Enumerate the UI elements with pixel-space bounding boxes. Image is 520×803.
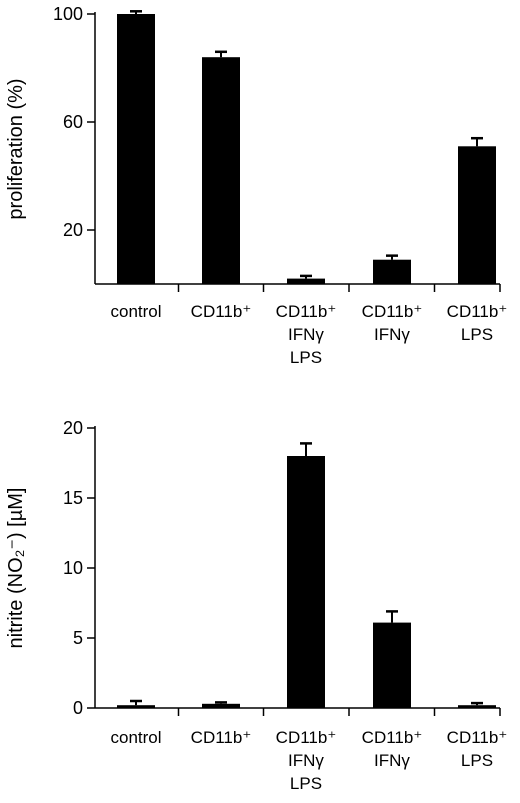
x-category-label: CD11b⁺ — [447, 728, 508, 747]
x-category-label: CD11b⁺ — [447, 302, 508, 321]
y-axis-label: nitrite (NO₂⁻) [µM] — [5, 488, 27, 649]
x-category-label: CD11b⁺ — [276, 302, 337, 321]
x-category-label: CD11b⁺ — [191, 728, 252, 747]
x-category-label: IFNγ — [288, 325, 324, 344]
bar — [373, 622, 411, 708]
x-category-label: CD11b⁺ — [362, 302, 423, 321]
y-tick-label: 5 — [73, 628, 83, 648]
proliferation-chart: 20 60 100 proliferation (%) control CD11b⁺ CD1… — [5, 4, 507, 367]
bar — [287, 456, 325, 708]
y-tick-label: 20 — [63, 220, 83, 240]
y-tick-label: 100 — [53, 4, 83, 24]
bar — [117, 705, 155, 708]
x-category-label: LPS — [290, 348, 322, 367]
x-category-label: CD11b⁺ — [276, 728, 337, 747]
x-category-label: LPS — [290, 774, 322, 793]
x-category-label: IFNγ — [374, 325, 410, 344]
bar — [202, 703, 240, 708]
bar — [458, 146, 496, 284]
x-category-label: CD11b⁺ — [191, 302, 252, 321]
bar — [287, 278, 325, 284]
nitrite-chart: 0 5 10 15 20 nitrite (NO₂⁻) [µM] control CD11b⁺… — [5, 418, 507, 793]
x-category-label: LPS — [461, 325, 493, 344]
bar — [117, 14, 155, 284]
y-tick-label: 20 — [63, 418, 83, 438]
bar — [202, 57, 240, 285]
y-axis-label: proliferation (%) — [5, 78, 27, 219]
y-tick-label: 60 — [63, 112, 83, 132]
y-tick-label: 0 — [73, 698, 83, 718]
x-category-label: IFNγ — [374, 751, 410, 770]
y-tick-label: 15 — [63, 488, 83, 508]
x-category-label: IFNγ — [288, 751, 324, 770]
bar — [373, 259, 411, 284]
bar — [458, 705, 496, 708]
x-category-label: LPS — [461, 751, 493, 770]
x-category-label: control — [110, 728, 161, 747]
x-category-label: control — [110, 302, 161, 321]
x-category-label: CD11b⁺ — [362, 728, 423, 747]
y-tick-label: 10 — [63, 558, 83, 578]
